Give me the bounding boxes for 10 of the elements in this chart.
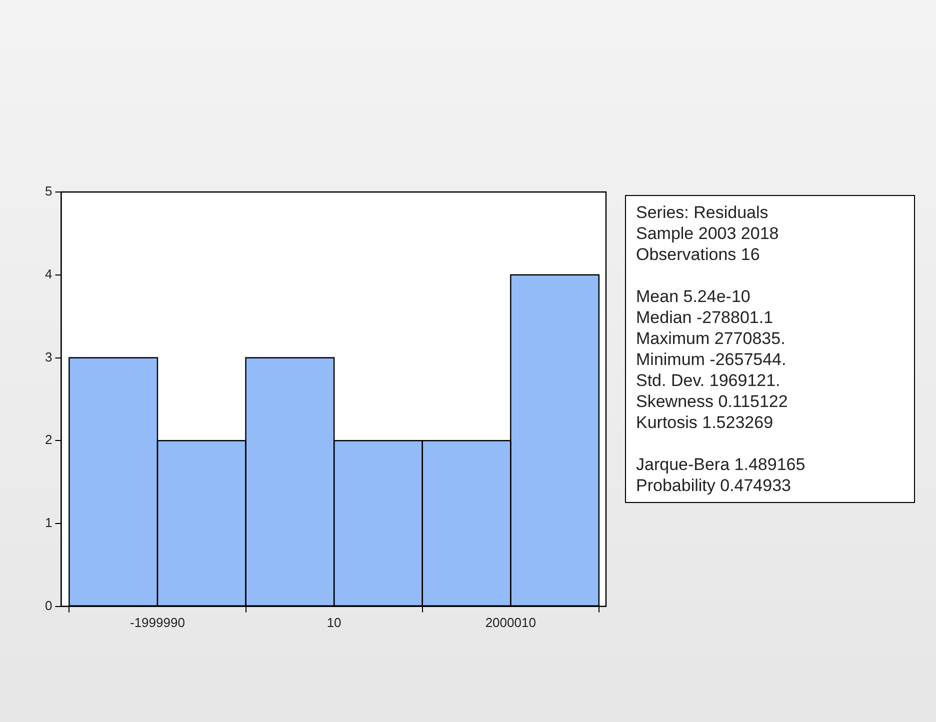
statistics-panel: Series: Residuals Sample 2003 2018 Observations 16 Mean 5.24e-10 Median -278801.1 Maximum 2770835. Minimum -2657544. Std. Dev. 1969121. Skewness 0.115122 Kurtosis 1.523269 Jarque-Bera 1.489165 Probability 0.474933 xyxy=(625,195,915,503)
x-tick-label: 10 xyxy=(326,614,342,630)
y-tick-label: 1 xyxy=(44,515,52,530)
y-tick-label: 5 xyxy=(44,184,52,199)
y-tick-label: 2 xyxy=(44,432,52,448)
x-tick-label: -1999990 xyxy=(130,614,185,630)
y-tick-label: 4 xyxy=(44,266,52,282)
x-tick-label: 2000010 xyxy=(485,614,536,630)
y-tick-label: 0 xyxy=(44,598,52,613)
y-tick-label: 3 xyxy=(44,349,52,364)
